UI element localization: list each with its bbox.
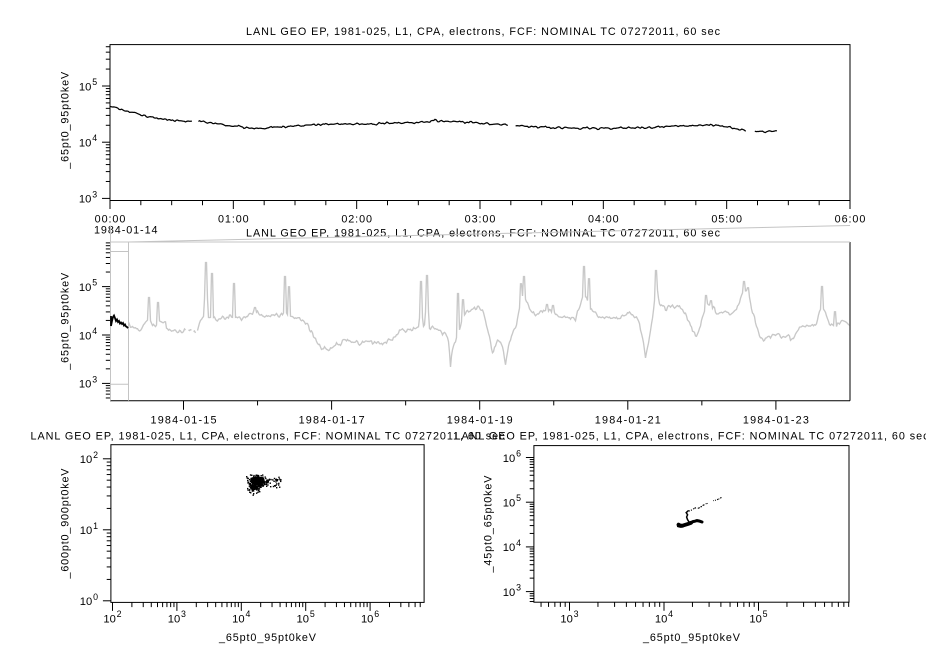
svg-text:10: 10 <box>80 454 92 466</box>
svg-text:10: 10 <box>232 614 244 626</box>
svg-text:1984-01-17: 1984-01-17 <box>299 415 365 427</box>
svg-text:3: 3 <box>92 189 97 199</box>
svg-text:1984-01-21: 1984-01-21 <box>595 415 661 427</box>
svg-text:LANL GEO EP, 1981-025, L1, CPA: LANL GEO EP, 1981-025, L1, CPA, electron… <box>246 26 721 38</box>
svg-text:0: 0 <box>93 592 98 602</box>
svg-text:02:00: 02:00 <box>341 213 372 225</box>
svg-text:10: 10 <box>749 614 761 626</box>
svg-text:2: 2 <box>117 609 122 619</box>
svg-text:10: 10 <box>79 194 91 206</box>
svg-text:10: 10 <box>79 81 91 93</box>
svg-text:LANL GEO EP, 1981-025, L1, CPA: LANL GEO EP, 1981-025, L1, CPA, electron… <box>455 431 926 443</box>
svg-text:4: 4 <box>668 609 673 619</box>
svg-text:5: 5 <box>92 77 97 87</box>
svg-text:01:00: 01:00 <box>218 213 249 225</box>
svg-text:1984-01-14: 1984-01-14 <box>94 225 158 237</box>
svg-text:5: 5 <box>516 493 521 503</box>
svg-text:1984-01-15: 1984-01-15 <box>151 415 217 427</box>
svg-text:LANL GEO EP, 1981-025, L1, CPA: LANL GEO EP, 1981-025, L1, CPA, electron… <box>31 431 506 443</box>
svg-text:10: 10 <box>297 614 309 626</box>
svg-text:10: 10 <box>79 379 91 391</box>
svg-text:10: 10 <box>503 587 515 599</box>
svg-text:3: 3 <box>516 583 521 593</box>
svg-text:10: 10 <box>361 614 373 626</box>
svg-text:10: 10 <box>79 138 91 150</box>
svg-text:10: 10 <box>560 614 572 626</box>
svg-text:1: 1 <box>93 521 98 531</box>
svg-text:_65pt0_95pt0keV: _65pt0_95pt0keV <box>642 632 741 644</box>
svg-text:06:00: 06:00 <box>835 213 866 225</box>
svg-text:3: 3 <box>574 609 579 619</box>
svg-text:10: 10 <box>503 498 515 510</box>
svg-text:5: 5 <box>92 278 97 288</box>
svg-text:10: 10 <box>80 525 92 537</box>
svg-text:10: 10 <box>503 542 515 554</box>
svg-text:10: 10 <box>655 614 667 626</box>
svg-text:10: 10 <box>503 453 515 465</box>
svg-text:_65pt0_95pt0keV: _65pt0_95pt0keV <box>60 71 72 170</box>
svg-text:_65pt0_95pt0keV: _65pt0_95pt0keV <box>218 632 317 644</box>
svg-text:10: 10 <box>168 614 180 626</box>
svg-text:5: 5 <box>310 609 315 619</box>
svg-text:10: 10 <box>79 330 91 342</box>
svg-text:5: 5 <box>763 609 768 619</box>
svg-text:4: 4 <box>92 133 97 143</box>
svg-text:4: 4 <box>245 609 250 619</box>
svg-text:1984-01-19: 1984-01-19 <box>447 415 513 427</box>
svg-text:4: 4 <box>516 538 521 548</box>
svg-text:6: 6 <box>374 609 379 619</box>
svg-text:10: 10 <box>103 614 115 626</box>
svg-text:05:00: 05:00 <box>711 213 742 225</box>
svg-text:3: 3 <box>181 609 186 619</box>
svg-text:2: 2 <box>93 450 98 460</box>
svg-text:_600pt0_900pt0keV: _600pt0_900pt0keV <box>60 468 72 580</box>
svg-text:3: 3 <box>92 374 97 384</box>
svg-text:04:00: 04:00 <box>588 213 619 225</box>
svg-text:_65pt0_95pt0keV: _65pt0_95pt0keV <box>60 272 72 371</box>
svg-text:10: 10 <box>79 282 91 294</box>
svg-text:03:00: 03:00 <box>465 213 496 225</box>
svg-text:00:00: 00:00 <box>95 213 126 225</box>
svg-text:1984-01-23: 1984-01-23 <box>743 415 809 427</box>
svg-text:10: 10 <box>80 596 92 608</box>
svg-text:4: 4 <box>92 326 97 336</box>
svg-text:_45pt0_65pt0keV: _45pt0_65pt0keV <box>483 475 495 574</box>
svg-text:6: 6 <box>516 449 521 459</box>
